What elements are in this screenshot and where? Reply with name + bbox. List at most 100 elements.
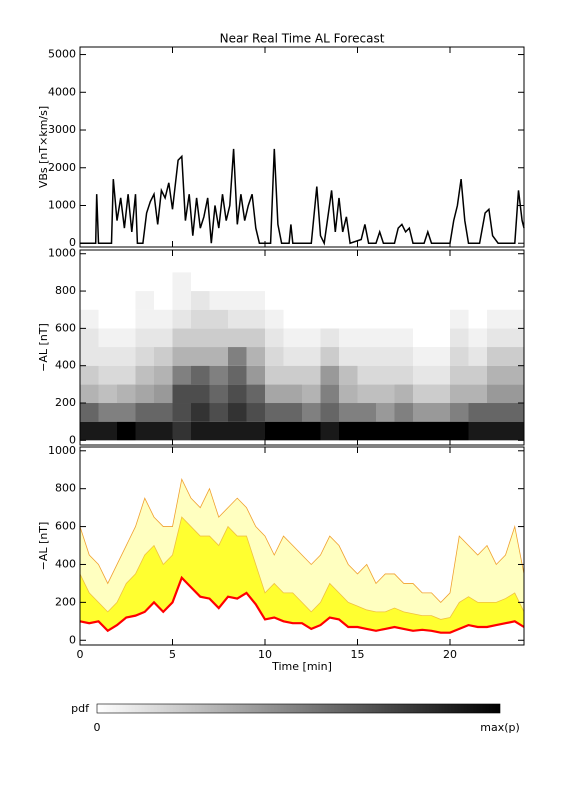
heatmap-cell	[450, 365, 469, 385]
heatmap-cell	[265, 421, 284, 441]
heatmap-cell	[394, 272, 413, 292]
heatmap-cell	[339, 421, 358, 441]
heatmap-cell	[117, 403, 136, 422]
heatmap-cell	[265, 272, 284, 292]
heatmap-cell	[283, 384, 302, 404]
heatmap-cell	[413, 309, 432, 329]
heatmap-cell	[413, 403, 432, 422]
heatmap-cell	[80, 384, 99, 404]
heatmap-cell	[357, 328, 376, 348]
median-line	[79, 575, 525, 634]
y-tick-label: 2000	[48, 161, 76, 174]
heatmap-cell	[302, 347, 321, 366]
heatmap-cell	[228, 309, 247, 329]
heatmap-cell	[98, 328, 117, 348]
heatmap-cell	[413, 291, 432, 310]
heatmap-cell	[98, 347, 117, 366]
heatmap-cell	[135, 403, 154, 422]
heatmap-cell	[209, 328, 228, 348]
heatmap-cell	[117, 328, 136, 348]
heatmap-cell	[431, 384, 450, 404]
heatmap-cell	[468, 403, 487, 422]
heatmap-cell	[357, 347, 376, 366]
heatmap-cell	[505, 365, 524, 385]
heatmap-cell	[228, 403, 247, 422]
heatmap-cell	[209, 291, 228, 310]
heatmap-cell	[302, 328, 321, 348]
heatmap-cell	[413, 365, 432, 385]
heatmap-cell	[357, 403, 376, 422]
heatmap-cell	[283, 328, 302, 348]
chart-title: Near Real Time AL Forecast	[220, 32, 385, 46]
heatmap-cell	[172, 291, 191, 310]
heatmap-cell	[394, 403, 413, 422]
heatmap-cell	[80, 347, 99, 366]
heatmap-cell	[191, 347, 210, 366]
heatmap-cell	[302, 403, 321, 422]
heatmap-cell	[394, 291, 413, 310]
heatmap-cell	[209, 421, 228, 441]
y-tick-label: 400	[55, 557, 76, 570]
heatmap-cell	[283, 272, 302, 292]
y-tick-label: 200	[55, 595, 76, 608]
heatmap-cell	[376, 272, 395, 292]
heatmap-cell	[117, 291, 136, 310]
heatmap-cell	[98, 421, 117, 441]
y-tick-label: 600	[55, 520, 76, 533]
heatmap-cell	[505, 272, 524, 292]
heatmap-cell	[394, 309, 413, 329]
heatmap-cell	[98, 272, 117, 292]
heatmap-cell	[431, 328, 450, 348]
heatmap-cell	[172, 365, 191, 385]
heatmap-cell	[154, 384, 173, 404]
heatmap-cell	[98, 403, 117, 422]
heatmap-cell	[450, 291, 469, 310]
heatmap-cell	[246, 291, 265, 310]
heatmap-cell	[80, 403, 99, 422]
heatmap-cell	[431, 347, 450, 366]
heatmap-cell	[431, 403, 450, 422]
y-tick-label: 1000	[48, 247, 76, 260]
heatmap-cell	[246, 365, 265, 385]
y-tick-label: 800	[55, 482, 76, 495]
heatmap-cell	[135, 384, 154, 404]
heatmap-cell	[468, 421, 487, 441]
heatmap-cell	[487, 403, 506, 422]
heatmap-cell	[320, 347, 339, 366]
heatmap-cell	[80, 272, 99, 292]
heatmap-cell	[376, 291, 395, 310]
heatmap-cell	[468, 347, 487, 366]
heatmap-cell	[117, 365, 136, 385]
heatmap-cell	[487, 328, 506, 348]
x-tick-label: 20	[443, 648, 457, 661]
heatmap-cell	[191, 384, 210, 404]
heatmap-cell	[98, 384, 117, 404]
heatmap-cell	[320, 328, 339, 348]
heatmap-cell	[209, 403, 228, 422]
y-tick-label: 400	[55, 359, 76, 372]
heatmap-cell	[117, 272, 136, 292]
heatmap-cell	[246, 421, 265, 441]
heatmap-cell	[191, 365, 210, 385]
colorbar-label: pdf	[71, 702, 90, 715]
heatmap-cell	[80, 328, 99, 348]
plot-frame	[79, 46, 525, 248]
heatmap-cell	[191, 309, 210, 329]
heatmap-cell	[302, 365, 321, 385]
x-tick-label: 10	[258, 648, 272, 661]
heatmap-cell	[117, 384, 136, 404]
heatmap-cell	[394, 328, 413, 348]
heatmap-cell	[191, 403, 210, 422]
y-tick-label: 1000	[48, 444, 76, 457]
y-tick-label: 600	[55, 321, 76, 334]
heatmap-cell	[487, 384, 506, 404]
x-tick-label: 15	[351, 648, 365, 661]
heatmap-cell	[172, 309, 191, 329]
heatmap-cell	[394, 347, 413, 366]
heatmap-cell	[468, 384, 487, 404]
heatmap-cell	[265, 384, 284, 404]
heatmap-cell	[228, 365, 247, 385]
heatmap-cell	[265, 309, 284, 329]
heatmap-cell	[265, 347, 284, 366]
heatmap-cell	[450, 421, 469, 441]
